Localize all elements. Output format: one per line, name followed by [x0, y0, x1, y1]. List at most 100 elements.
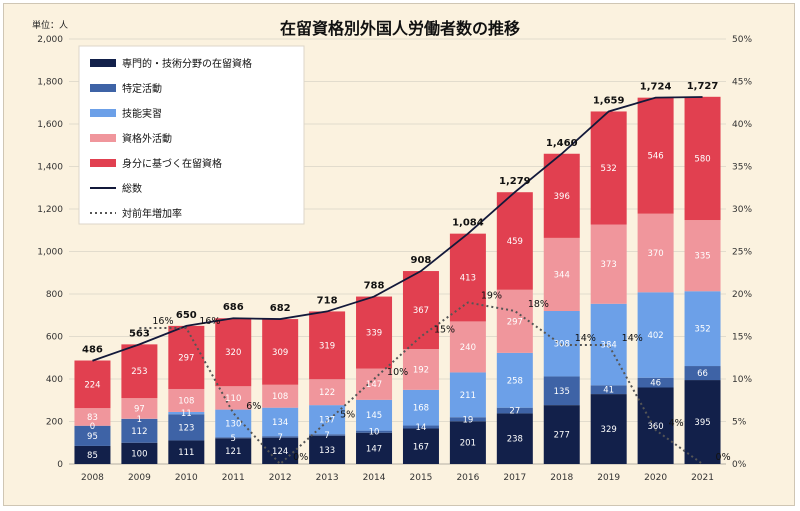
- legend-label: 専門的・技術分野の在留資格: [122, 57, 252, 70]
- segment-value-label: 147: [366, 380, 382, 390]
- segment-value-label: 122: [319, 388, 335, 398]
- bar-segment: [402, 428, 439, 464]
- bar-segment: [356, 432, 393, 464]
- segment-value-label: 352: [694, 325, 710, 335]
- growth-rate-label: 0%: [716, 452, 731, 463]
- total-line: [92, 96, 703, 362]
- segment-value-label: 319: [319, 341, 335, 351]
- bar-segment: [168, 388, 205, 412]
- bar-segment: [309, 435, 346, 464]
- legend-label: 身分に基づく在留資格: [122, 157, 222, 170]
- y-tick-label: 1,600: [37, 120, 63, 130]
- x-tick-label: 2020: [644, 473, 667, 483]
- segment-value-label: 224: [84, 380, 100, 390]
- segment-value-label: 168: [413, 404, 429, 414]
- segment-value-label: 192: [413, 365, 429, 375]
- bar-segment: [637, 213, 674, 293]
- bar-segment: [356, 430, 393, 433]
- growth-rate-label: 19%: [481, 291, 502, 302]
- segment-value-label: 309: [272, 348, 288, 358]
- bar-segment: [402, 349, 439, 390]
- bar-segment: [215, 438, 252, 464]
- y2-tick-label: 15%: [732, 333, 752, 343]
- bar-segment: [449, 372, 486, 418]
- y-tick-label: 400: [46, 375, 63, 385]
- y2-tick-label: 5%: [732, 418, 747, 428]
- total-value-label: 682: [270, 303, 291, 314]
- bar-segment: [637, 377, 674, 388]
- bar-segment: [74, 425, 111, 446]
- y-tick-label: 200: [46, 418, 63, 428]
- segment-value-label: 253: [131, 367, 147, 377]
- bar-segment: [215, 409, 252, 438]
- segment-value-label: 320: [225, 348, 241, 358]
- segment-value-label: 201: [460, 439, 476, 449]
- bars: [74, 96, 721, 464]
- bar-segment: [543, 311, 580, 377]
- bar-segment: [309, 379, 346, 406]
- bar-segment: [402, 389, 439, 426]
- segment-value-label: 335: [694, 252, 710, 262]
- y2-tick-label: 45%: [732, 78, 752, 88]
- bar-segment: [215, 318, 252, 387]
- segment-value-label: 7: [324, 431, 329, 441]
- total-value-label: 1,727: [687, 81, 719, 92]
- segment-value-label: 14: [416, 423, 427, 433]
- total-value-label: 1,084: [452, 218, 484, 229]
- bar-segment: [496, 289, 533, 353]
- bar-segment: [590, 224, 627, 304]
- bar-segment: [449, 421, 486, 464]
- segment-value-label: 532: [601, 164, 617, 174]
- segment-value-label: 100: [131, 449, 147, 459]
- bar-segment: [121, 418, 158, 443]
- bar-segment: [496, 413, 533, 464]
- legend-box: [78, 45, 305, 225]
- segment-value-label: 373: [601, 260, 617, 270]
- segment-value-label: 546: [647, 152, 663, 162]
- x-tick-label: 2009: [128, 473, 151, 483]
- legend-swatch: [90, 59, 116, 67]
- growth-rate-label: 16%: [199, 316, 220, 327]
- segment-value-label: 46: [650, 379, 661, 389]
- segment-value-label: 344: [554, 270, 570, 280]
- legend-label: 資格外活動: [122, 132, 172, 145]
- total-value-label: 686: [223, 302, 244, 313]
- segment-value-label: 580: [694, 154, 710, 164]
- bar-segment: [74, 360, 111, 409]
- segment-value-label: 238: [507, 435, 523, 445]
- segment-value-label: 211: [460, 391, 476, 401]
- legend-swatch: [90, 84, 116, 92]
- segment-value-label: 413: [460, 274, 476, 284]
- segment-value-label: 111: [178, 448, 194, 458]
- segment-value-label: 258: [507, 376, 523, 386]
- y2-tick-label: 10%: [732, 375, 752, 385]
- segment-value-label: 97: [134, 404, 145, 414]
- segment-value-label: 360: [647, 422, 663, 432]
- chart: 在留資格別外国人労働者数の推移 単位：人 8595083224100112197…: [32, 19, 752, 483]
- growth-rate-label: 18%: [528, 299, 549, 310]
- bar-segment: [121, 344, 158, 399]
- bar-segment: [309, 434, 346, 436]
- legend-swatch: [90, 134, 116, 142]
- bar-segment: [449, 417, 486, 422]
- segment-value-label: 396: [554, 192, 570, 202]
- data-labels: 8595083224100112197253111123111082971215…: [82, 81, 731, 463]
- bar-segment: [356, 296, 393, 369]
- y2-tick-label: 20%: [732, 290, 752, 300]
- segment-value-label: 95: [87, 432, 98, 442]
- segment-value-label: 112: [131, 427, 147, 437]
- segment-value-label: 5: [231, 434, 236, 444]
- y-tick-label: 2,000: [37, 35, 63, 45]
- segment-value-label: 0: [90, 422, 95, 432]
- total-value-label: 1,659: [593, 95, 625, 106]
- bar-segment: [74, 408, 111, 426]
- growth-rate-label: 16%: [152, 316, 173, 327]
- total-value-label: 1,279: [499, 176, 531, 187]
- bar-segment: [543, 376, 580, 406]
- y-tick-label: 800: [46, 290, 63, 300]
- bar-segment: [168, 414, 205, 441]
- growth-rate-label: 10%: [387, 367, 408, 378]
- x-tick-label: 2016: [456, 473, 479, 483]
- total-value-label: 908: [411, 255, 432, 266]
- bar-segment: [637, 292, 674, 378]
